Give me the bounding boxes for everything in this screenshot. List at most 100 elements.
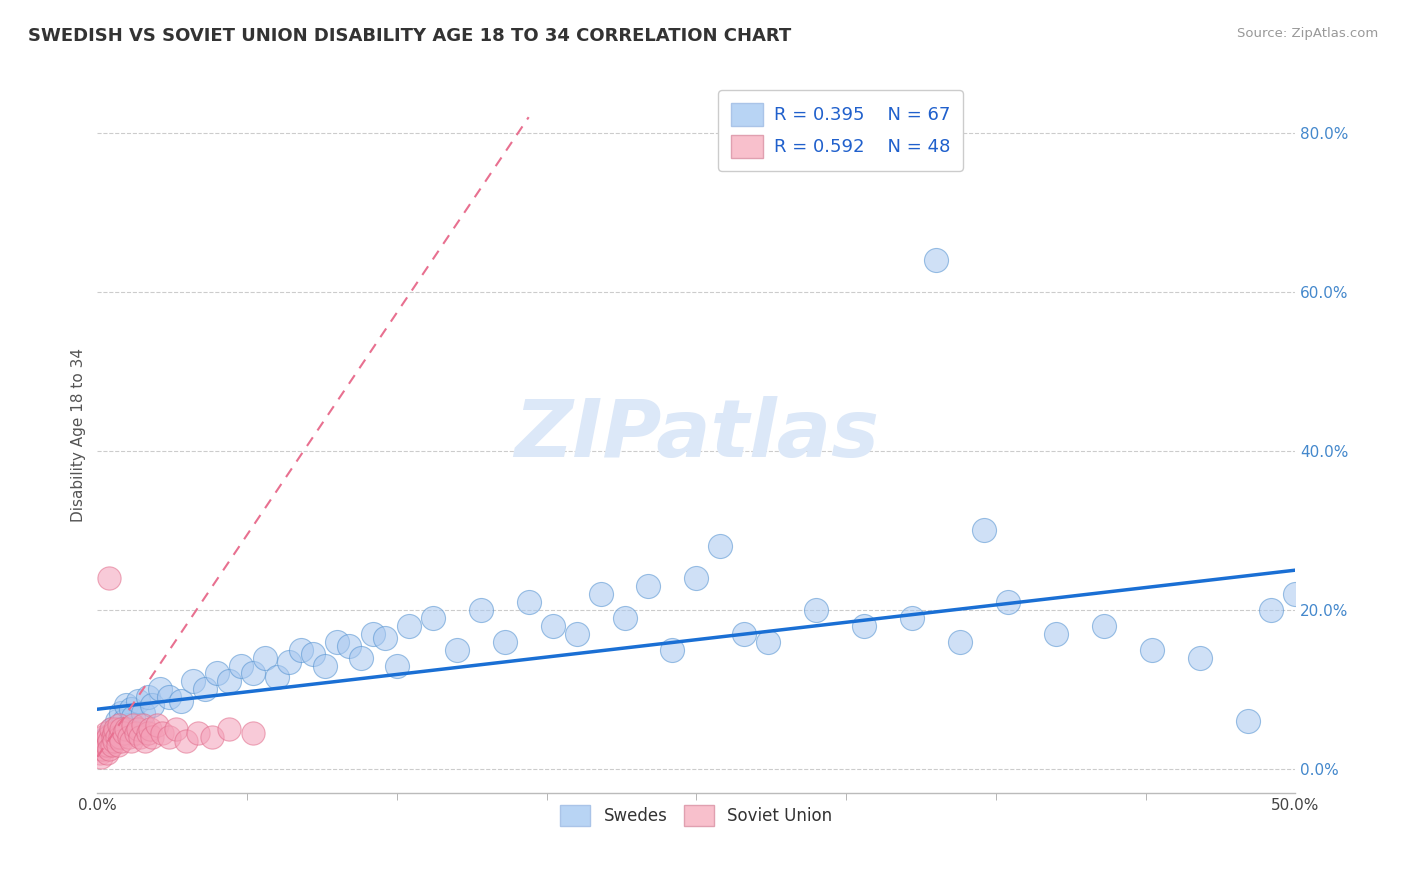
Point	[96, 738, 118, 752]
Point	[94, 726, 117, 740]
Point	[122, 718, 145, 732]
Point	[361, 626, 384, 640]
Point	[132, 718, 155, 732]
Point	[201, 730, 224, 744]
Point	[110, 734, 132, 748]
Point	[973, 524, 995, 538]
Point	[661, 642, 683, 657]
Point	[494, 634, 516, 648]
Point	[115, 698, 138, 713]
Point	[181, 674, 204, 689]
Point	[385, 658, 408, 673]
Point	[314, 658, 336, 673]
Point	[853, 619, 876, 633]
Point	[108, 730, 131, 744]
Point	[685, 571, 707, 585]
Text: ZIPatlas: ZIPatlas	[515, 396, 879, 474]
Point	[101, 730, 124, 744]
Point	[1284, 587, 1306, 601]
Point	[1188, 650, 1211, 665]
Point	[105, 714, 128, 728]
Point	[98, 742, 121, 756]
Point	[91, 742, 114, 756]
Point	[104, 722, 127, 736]
Point	[326, 634, 349, 648]
Point	[1045, 626, 1067, 640]
Point	[565, 626, 588, 640]
Point	[949, 634, 972, 648]
Point	[122, 710, 145, 724]
Point	[302, 647, 325, 661]
Point	[112, 726, 135, 740]
Point	[89, 746, 111, 760]
Point	[205, 666, 228, 681]
Point	[925, 253, 948, 268]
Text: SWEDISH VS SOVIET UNION DISABILITY AGE 18 TO 34 CORRELATION CHART: SWEDISH VS SOVIET UNION DISABILITY AGE 1…	[28, 27, 792, 45]
Point	[108, 718, 131, 732]
Point	[350, 650, 373, 665]
Point	[149, 682, 172, 697]
Point	[98, 571, 121, 585]
Point	[93, 738, 115, 752]
Point	[93, 730, 115, 744]
Point	[93, 734, 115, 748]
Point	[103, 734, 125, 748]
Y-axis label: Disability Age 18 to 34: Disability Age 18 to 34	[72, 348, 86, 522]
Point	[96, 746, 118, 760]
Point	[589, 587, 612, 601]
Point	[100, 722, 122, 736]
Point	[709, 539, 731, 553]
Point	[613, 611, 636, 625]
Point	[97, 730, 120, 744]
Point	[150, 726, 173, 740]
Point	[141, 698, 163, 713]
Point	[1140, 642, 1163, 657]
Point	[127, 694, 149, 708]
Point	[254, 650, 277, 665]
Point	[446, 642, 468, 657]
Point	[132, 706, 155, 721]
Point	[103, 726, 125, 740]
Point	[107, 738, 129, 752]
Point	[103, 726, 125, 740]
Point	[997, 595, 1019, 609]
Point	[174, 734, 197, 748]
Point	[901, 611, 924, 625]
Point	[733, 626, 755, 640]
Point	[170, 694, 193, 708]
Point	[637, 579, 659, 593]
Point	[136, 690, 159, 705]
Point	[105, 730, 128, 744]
Point	[117, 730, 139, 744]
Point	[541, 619, 564, 633]
Point	[470, 603, 492, 617]
Point	[120, 734, 142, 748]
Point	[517, 595, 540, 609]
Point	[108, 722, 131, 736]
Point	[100, 738, 122, 752]
Point	[93, 738, 115, 752]
Point	[756, 634, 779, 648]
Point	[337, 639, 360, 653]
Point	[96, 730, 118, 744]
Point	[117, 718, 139, 732]
Point	[110, 722, 132, 736]
Point	[139, 722, 162, 736]
Point	[146, 718, 169, 732]
Point	[229, 658, 252, 673]
Point	[242, 666, 264, 681]
Point	[127, 722, 149, 736]
Point	[134, 734, 156, 748]
Point	[110, 706, 132, 721]
Point	[98, 734, 121, 748]
Point	[136, 726, 159, 740]
Legend: Swedes, Soviet Union: Swedes, Soviet Union	[553, 797, 841, 834]
Point	[218, 722, 240, 736]
Point	[115, 722, 138, 736]
Point	[374, 631, 396, 645]
Point	[1260, 603, 1282, 617]
Point	[266, 670, 288, 684]
Point	[125, 726, 148, 740]
Point	[157, 690, 180, 705]
Point	[165, 722, 187, 736]
